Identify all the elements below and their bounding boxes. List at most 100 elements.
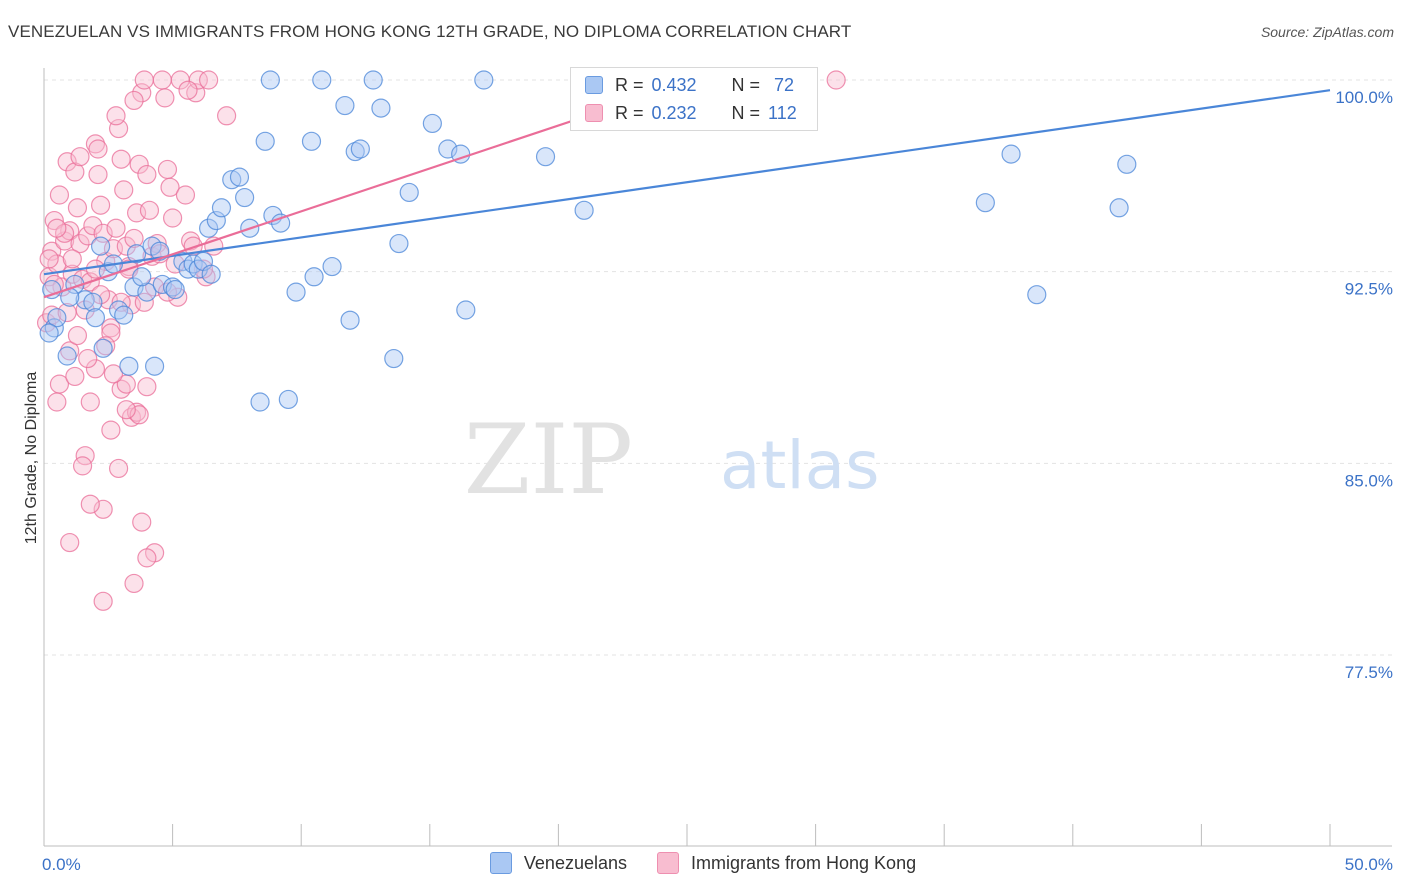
point-hong-kong bbox=[137, 548, 157, 568]
point-venezuelans bbox=[124, 277, 144, 297]
point-venezuelans bbox=[345, 141, 365, 162]
trend-line-venezuelans bbox=[43, 89, 1331, 276]
point-hong-kong bbox=[199, 70, 219, 90]
point-venezuelans bbox=[201, 264, 221, 284]
point-hong-kong bbox=[163, 208, 183, 228]
point-hong-kong bbox=[96, 336, 116, 356]
point-hong-kong bbox=[124, 228, 144, 249]
point-hong-kong bbox=[103, 364, 124, 384]
point-hong-kong bbox=[116, 400, 136, 420]
point-hong-kong bbox=[78, 226, 98, 246]
source-label: Source: ZipAtlas.com bbox=[1260, 24, 1394, 40]
y-tick-label: 100.0% bbox=[1335, 88, 1393, 107]
blue-swatch-icon bbox=[489, 852, 512, 874]
point-hong-kong bbox=[49, 185, 70, 205]
point-venezuelans bbox=[250, 392, 270, 412]
legend-item-hong-kong: Immigrants from Hong Kong bbox=[657, 852, 916, 874]
point-venezuelans bbox=[235, 187, 255, 208]
series-legend: Venezuelans Immigrants from Hong Kong bbox=[0, 852, 1406, 874]
point-hong-kong bbox=[137, 164, 157, 185]
point-venezuelans bbox=[304, 267, 324, 287]
point-hong-kong bbox=[111, 149, 131, 169]
point-hong-kong bbox=[88, 139, 108, 159]
point-venezuelans bbox=[85, 308, 106, 328]
y-tick-label: 85.0% bbox=[1345, 471, 1393, 490]
point-hong-kong bbox=[44, 210, 64, 231]
point-hong-kong bbox=[70, 233, 90, 254]
point-hong-kong bbox=[111, 379, 131, 399]
point-hong-kong bbox=[67, 325, 88, 346]
point-venezuelans bbox=[47, 308, 67, 328]
chart-title: VENEZUELAN VS IMMIGRANTS FROM HONG KONG … bbox=[8, 22, 852, 41]
point-hong-kong bbox=[132, 512, 152, 532]
pink-swatch-icon bbox=[657, 852, 679, 874]
point-hong-kong bbox=[101, 420, 121, 440]
n-value-hong-kong: 112 bbox=[768, 102, 797, 123]
pink-swatch-icon bbox=[585, 104, 603, 122]
point-hong-kong bbox=[65, 162, 85, 182]
point-venezuelans bbox=[350, 139, 370, 159]
point-hong-kong bbox=[88, 164, 108, 185]
point-hong-kong bbox=[47, 218, 67, 238]
point-hong-kong bbox=[85, 359, 106, 379]
point-venezuelans bbox=[975, 193, 995, 213]
point-hong-kong bbox=[124, 573, 144, 594]
point-venezuelans bbox=[340, 310, 360, 330]
point-hong-kong bbox=[101, 323, 121, 343]
blue-swatch-icon bbox=[585, 76, 603, 94]
point-venezuelans bbox=[535, 147, 556, 167]
point-venezuelans bbox=[90, 236, 111, 256]
point-hong-kong bbox=[72, 456, 93, 476]
point-venezuelans bbox=[574, 200, 594, 220]
point-venezuelans bbox=[301, 131, 322, 151]
point-hong-kong bbox=[57, 302, 77, 323]
point-venezuelans bbox=[144, 356, 165, 376]
point-hong-kong bbox=[57, 152, 77, 172]
point-hong-kong bbox=[62, 249, 82, 269]
point-venezuelans bbox=[278, 389, 298, 410]
point-venezuelans bbox=[335, 95, 355, 116]
point-hong-kong bbox=[124, 90, 144, 111]
point-hong-kong bbox=[116, 236, 136, 256]
y-tick-label: 92.5% bbox=[1345, 280, 1393, 299]
point-hong-kong bbox=[42, 241, 62, 261]
r-value-venezuelans: 0.432 bbox=[651, 74, 697, 95]
point-hong-kong bbox=[106, 106, 126, 126]
point-venezuelans bbox=[199, 218, 219, 238]
point-venezuelans bbox=[178, 259, 198, 279]
point-hong-kong bbox=[217, 106, 237, 126]
point-hong-kong bbox=[139, 200, 160, 220]
y-axis-title: 12th Grade, No Diploma bbox=[23, 371, 40, 545]
point-venezuelans bbox=[83, 292, 103, 312]
point-venezuelans bbox=[137, 282, 157, 302]
point-hong-kong bbox=[155, 88, 175, 108]
point-venezuelans bbox=[57, 346, 77, 366]
point-venezuelans bbox=[222, 170, 242, 190]
point-hong-kong bbox=[157, 159, 178, 180]
x-tick-label: 0.0% bbox=[42, 855, 81, 874]
point-venezuelans bbox=[371, 98, 391, 118]
point-venezuelans bbox=[422, 113, 442, 134]
y-tick-label: 77.5% bbox=[1345, 663, 1393, 682]
point-venezuelans bbox=[206, 210, 226, 231]
point-venezuelans bbox=[363, 70, 383, 90]
legend-item-venezuelans: Venezuelans bbox=[489, 852, 627, 874]
point-hong-kong bbox=[129, 154, 149, 174]
point-venezuelans bbox=[211, 198, 232, 218]
point-venezuelans bbox=[163, 277, 183, 297]
point-hong-kong bbox=[175, 185, 196, 205]
legend-label-hong-kong: Immigrants from Hong Kong bbox=[691, 852, 917, 873]
point-venezuelans bbox=[1027, 285, 1047, 305]
n-value-venezuelans: 72 bbox=[774, 74, 795, 95]
point-venezuelans bbox=[456, 300, 476, 320]
tick-labels: 100.0% 92.5% 85.0% 77.5% 0.0% 50.0% bbox=[42, 88, 1393, 874]
point-hong-kong bbox=[114, 180, 134, 200]
point-hong-kong bbox=[39, 249, 59, 269]
point-hong-kong bbox=[60, 341, 80, 361]
point-venezuelans bbox=[93, 338, 113, 358]
point-hong-kong bbox=[93, 591, 113, 611]
point-hong-kong bbox=[70, 147, 90, 167]
point-hong-kong bbox=[129, 405, 149, 425]
series-venezuelans bbox=[39, 70, 1137, 412]
point-hong-kong bbox=[188, 70, 208, 90]
